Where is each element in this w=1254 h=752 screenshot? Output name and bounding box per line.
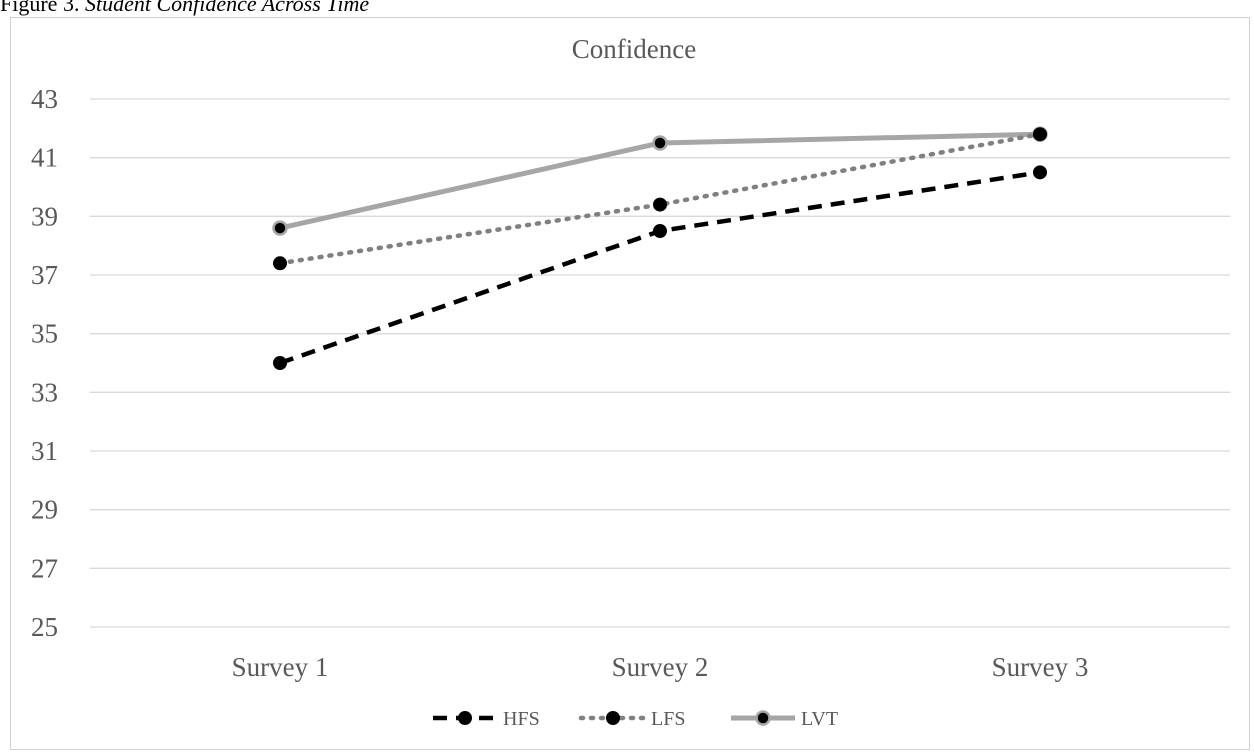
legend-label: LFS bbox=[651, 708, 685, 730]
y-tick-label: 37 bbox=[31, 260, 58, 290]
y-tick-label: 35 bbox=[31, 319, 58, 349]
y-tick-label: 27 bbox=[31, 553, 58, 583]
y-tick-label: 39 bbox=[31, 201, 58, 231]
legend-label: LVT bbox=[801, 708, 838, 730]
y-tick-label: 29 bbox=[31, 495, 58, 525]
x-tick-label: Survey 1 bbox=[232, 652, 329, 682]
x-tick-label: Survey 3 bbox=[992, 652, 1089, 682]
data-point-hfs bbox=[1033, 165, 1047, 180]
legend-label: HFS bbox=[503, 708, 540, 730]
y-tick-label: 43 bbox=[31, 84, 58, 114]
y-tick-label: 41 bbox=[31, 143, 58, 173]
series-lvt bbox=[272, 126, 1048, 236]
chart-title: Confidence bbox=[572, 34, 696, 64]
figure-caption-title: Student Confidence Across Time bbox=[84, 0, 370, 16]
gridlines bbox=[90, 98, 1230, 628]
x-axis-labels: Survey 1 Survey 2 Survey 3 bbox=[232, 652, 1089, 682]
figure-caption: Figure 3. Student Confidence Across Time bbox=[0, 0, 369, 17]
data-point-lfs bbox=[273, 256, 287, 271]
series-lfs bbox=[273, 127, 1047, 271]
data-point-lvt bbox=[652, 135, 668, 151]
legend: HFS LFS LVT bbox=[433, 708, 838, 730]
y-tick-label: 31 bbox=[31, 436, 58, 466]
legend-swatch-marker bbox=[755, 710, 771, 726]
legend-swatch-marker bbox=[458, 711, 472, 725]
x-tick-label: Survey 2 bbox=[612, 652, 709, 682]
data-point-lvt bbox=[272, 220, 288, 236]
legend-swatch-marker bbox=[606, 711, 620, 725]
figure-caption-prefix: Figure 3. bbox=[0, 0, 80, 16]
y-tick-label: 33 bbox=[31, 377, 58, 407]
series-line-lfs bbox=[277, 131, 1043, 266]
legend-item-lvt: LVT bbox=[731, 708, 838, 730]
y-tick-label: 25 bbox=[31, 612, 58, 642]
series-hfs bbox=[273, 165, 1047, 370]
legend-item-lfs: LFS bbox=[578, 708, 685, 730]
data-point-lfs bbox=[1033, 127, 1047, 142]
data-point-hfs bbox=[653, 224, 667, 238]
data-point-hfs bbox=[273, 356, 287, 370]
legend-item-hfs: HFS bbox=[433, 708, 540, 730]
y-axis-labels: 25 27 29 31 33 35 37 39 41 43 bbox=[31, 84, 58, 642]
data-point-lfs bbox=[653, 197, 667, 212]
series-group bbox=[272, 126, 1048, 370]
